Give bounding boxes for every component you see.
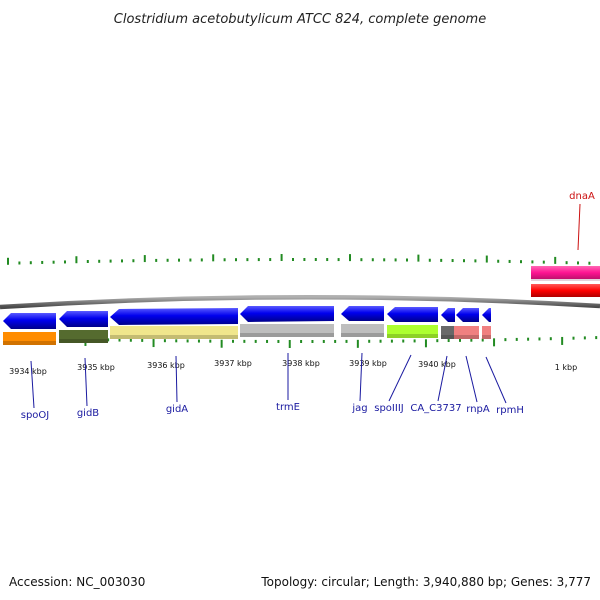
gene-bar-spooj xyxy=(3,332,56,345)
gene-arrow xyxy=(240,306,334,322)
gene-bar-shade xyxy=(3,341,56,345)
reverse-strand-arrows xyxy=(3,306,491,329)
scale-label: 3934 kbp xyxy=(9,367,47,376)
gene-arrow xyxy=(387,307,438,322)
gene-arrow xyxy=(59,311,108,327)
gene-color-bars xyxy=(3,324,491,345)
gene-bar-spoiiij xyxy=(387,325,438,338)
scale-labels: 3934 kbp 3935 kbp 3936 kbp 3937 kbp 3938 kbp… xyxy=(9,359,577,376)
accession-text: Accession: NC_003030 xyxy=(9,575,145,589)
label-leader-line xyxy=(30,360,35,409)
gene-bar-shade xyxy=(387,334,438,338)
gene-bar-gidb xyxy=(59,330,108,343)
gene-bar-rpmh xyxy=(482,326,491,339)
label-leader-line xyxy=(359,352,363,402)
genome-backbone xyxy=(0,294,600,310)
label-leader-line xyxy=(437,355,448,402)
gene-label-ca_c3737[interactable]: CA_C3737 xyxy=(410,403,461,414)
label-leader-line xyxy=(388,354,412,402)
gene-bar-gida xyxy=(110,326,238,339)
gene-bar-shade xyxy=(341,333,384,337)
gene-bar-shade xyxy=(454,335,479,339)
gene-arrow xyxy=(341,306,384,321)
gene-label-jag[interactable]: jag xyxy=(351,403,367,414)
gene-arrow xyxy=(482,308,491,322)
label-leader-line xyxy=(84,357,88,407)
scale-label: 1 kbp xyxy=(555,363,577,372)
map-title: Clostridium acetobutylicum ATCC 824, com… xyxy=(114,12,486,27)
gene-label-rpmh[interactable]: rpmH xyxy=(496,405,524,416)
dnaA-forward-arrow xyxy=(531,266,600,279)
gene-arrow xyxy=(110,308,238,325)
label-leader-line xyxy=(175,355,178,403)
scale-label: 3940 kbp xyxy=(418,360,456,369)
gene-labels: spoOJ gidB gidA trmE jag spoIIIJ CA_C3737 rnpA r… xyxy=(21,191,595,421)
gene-bar-rnpa xyxy=(454,326,479,339)
scale-label: 3937 kbp xyxy=(214,359,252,368)
gene-bar-shade xyxy=(59,339,108,343)
genome-summary-text: Topology: circular; Length: 3,940,880 bp… xyxy=(260,575,591,589)
gene-label-gidb[interactable]: gidB xyxy=(77,408,99,419)
label-leader-line xyxy=(577,203,581,251)
gene-bar-shade xyxy=(110,335,238,339)
gene-arrow xyxy=(3,313,56,329)
scale-label: 3938 kbp xyxy=(282,359,320,368)
scale-label: 3935 kbp xyxy=(77,363,115,372)
gene-bar-shade xyxy=(240,333,334,337)
gene-label-spoiiij[interactable]: spoIIIJ xyxy=(374,403,403,414)
gene-bar-ca_c3737 xyxy=(441,326,454,339)
dnaA-color-bar xyxy=(531,284,600,297)
gene-bar-jag xyxy=(341,324,384,337)
gene-label-gida[interactable]: gidA xyxy=(166,404,188,415)
gene-arrow xyxy=(456,308,479,322)
scale-label: 3936 kbp xyxy=(147,361,185,370)
label-leader-line xyxy=(465,355,478,403)
gene-label-trme[interactable]: trmE xyxy=(276,402,300,413)
gene-arrow xyxy=(441,308,455,322)
gene-bar-shade xyxy=(441,335,454,339)
gene-label-dnaa[interactable]: dnaA xyxy=(569,191,595,202)
gene-label-rnpa[interactable]: rnpA xyxy=(466,404,490,415)
scale-label: 3939 kbp xyxy=(349,359,387,368)
label-leader-line xyxy=(485,356,507,404)
dnaA-forward-arrow-shade xyxy=(531,279,600,281)
gene-bar-trme xyxy=(240,324,334,337)
gene-bar-shade xyxy=(482,335,491,339)
gene-label-spooj[interactable]: spoOJ xyxy=(21,410,50,421)
